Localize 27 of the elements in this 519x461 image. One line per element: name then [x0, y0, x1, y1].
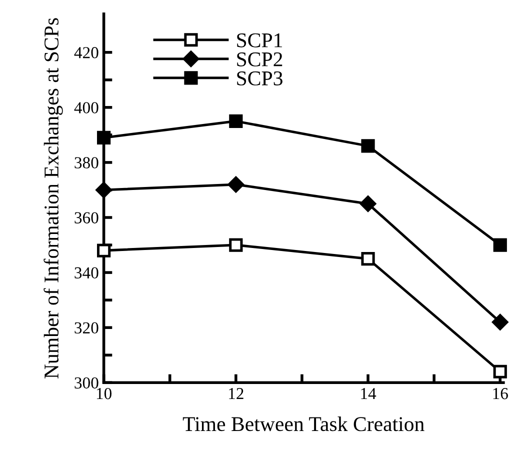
y-tick-label: 400 — [74, 102, 98, 114]
y-tick-label: 320 — [74, 322, 98, 334]
point — [228, 176, 244, 193]
x-axis-title: Time Between Task Creation — [182, 416, 424, 432]
point — [493, 238, 507, 252]
x-tick-label: 14 — [361, 388, 376, 400]
legend-label: SCP1 — [237, 33, 282, 48]
point — [96, 244, 111, 258]
point — [493, 364, 507, 378]
y-tick-label: 340 — [74, 267, 98, 278]
x-tick-label: 10 — [96, 388, 112, 400]
point — [361, 252, 375, 266]
point — [361, 139, 375, 153]
point — [492, 314, 508, 330]
point — [96, 182, 112, 198]
y-tick-label: 360 — [74, 212, 98, 224]
point — [229, 238, 243, 252]
x-tick-label: 12 — [229, 388, 244, 400]
y-axis-title: Number of Information Exchanges at SCPs — [44, 18, 63, 378]
legend-label: SCP3 — [237, 71, 282, 86]
point — [229, 114, 243, 128]
y-tick-label: 300 — [74, 377, 98, 389]
y-tick-label: 420 — [74, 47, 98, 58]
y-tick-label: 380 — [74, 157, 98, 168]
x-tick-label: 16 — [493, 388, 508, 400]
point — [360, 196, 376, 212]
legend-label: SCP2 — [237, 52, 282, 66]
